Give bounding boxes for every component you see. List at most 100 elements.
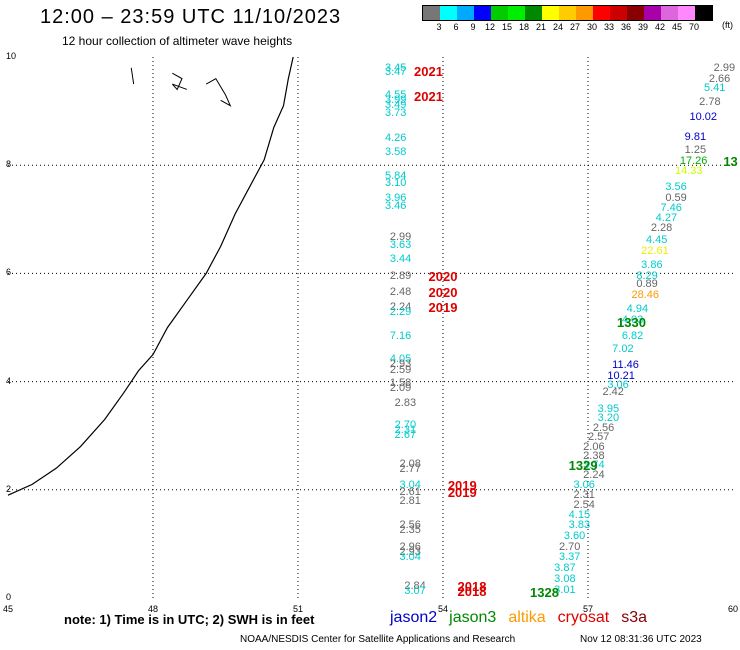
- legend-swatches: [422, 5, 713, 21]
- x-tick-label: 57: [582, 604, 594, 614]
- island-outline: [130, 67, 135, 85]
- legend-swatch: [423, 6, 440, 20]
- wave-height-label: 3.58: [385, 145, 407, 158]
- legend-swatch: [542, 6, 559, 20]
- wave-height-label: 3.74: [583, 459, 605, 472]
- legend-swatch: [457, 6, 474, 20]
- wave-height-label: 4.03: [621, 314, 644, 327]
- wave-height-label: 2.59: [389, 363, 412, 376]
- wave-height-label: 3.06: [573, 479, 595, 492]
- wave-height-label: 0.89: [636, 278, 658, 291]
- wave-height-label: 2.81: [399, 494, 421, 507]
- wave-height-label: 3.06: [607, 379, 629, 392]
- island-outline: [171, 72, 188, 91]
- wave-height-label: 2.99: [389, 230, 412, 243]
- wave-height-label: 8.29: [636, 270, 658, 283]
- x-tick-label: 48: [147, 604, 159, 614]
- wave-height-label: 3.73: [385, 106, 407, 119]
- wave-height-label: 2.67: [394, 428, 417, 441]
- wave-height-label: 14.33: [675, 164, 703, 177]
- legend-swatch: [508, 6, 525, 20]
- legend-swatch: [474, 6, 491, 20]
- wave-height-label: 4.26: [385, 132, 407, 145]
- legend-label: 24: [552, 22, 564, 32]
- legend-swatch: [593, 6, 610, 20]
- legend-label: 21: [535, 22, 547, 32]
- legend-label: 42: [654, 22, 666, 32]
- legend-label: 36: [620, 22, 632, 32]
- wave-height-label: 3.45: [385, 61, 407, 74]
- legend-label: 15: [501, 22, 513, 32]
- pass-number-label: 2018: [457, 578, 487, 594]
- legend-label: 18: [518, 22, 530, 32]
- wave-height-label: 3.87: [554, 562, 576, 575]
- wave-height-label: 10.21: [607, 370, 635, 383]
- wave-height-label: 2.29: [389, 306, 412, 319]
- wave-height-label: 3.49: [385, 98, 407, 111]
- wave-height-label: 3.63: [389, 238, 412, 251]
- pass-number-label: 1330: [617, 315, 646, 331]
- y-tick-label: 0: [6, 592, 12, 602]
- wave-height-label: 4.94: [626, 302, 649, 315]
- coastline: [7, 56, 294, 496]
- legend-swatch: [644, 6, 661, 20]
- color-legend: 3 6 9 12 15 18 21 24 27 30 33 36 39 42 45 70: [422, 5, 713, 33]
- wave-height-label: 2.93: [399, 546, 421, 558]
- page-subtitle: 12 hour collection of altimeter wave hei…: [62, 34, 293, 48]
- wave-height-label: 6.82: [621, 329, 644, 342]
- pass-number-label: 2020: [428, 269, 458, 285]
- wave-height-label: 2.70: [394, 418, 417, 431]
- wave-height-label: 2.56: [592, 421, 615, 434]
- wave-height-label: 3.07: [404, 584, 426, 597]
- legend-label: 3: [436, 22, 442, 32]
- legend-label: 6: [453, 22, 459, 32]
- y-tick-label: 6: [6, 267, 12, 278]
- wave-height-label: 2.78: [699, 95, 721, 108]
- wave-height-label: 3.04: [399, 551, 421, 564]
- pass-number-label: 13: [723, 153, 738, 169]
- wave-height-label: 2.31: [573, 489, 595, 502]
- legend-label: 27: [569, 22, 581, 32]
- pass-number-label: 2021: [414, 88, 443, 104]
- wave-height-label: 2.24: [389, 300, 412, 313]
- satellite-name: s3a: [621, 609, 648, 626]
- legend-swatch: [491, 6, 508, 20]
- legend-label: 9: [470, 22, 476, 32]
- wave-height-label: 4.45: [646, 233, 668, 246]
- wave-height-label: 1.25: [684, 144, 707, 157]
- wave-height-label: 2.89: [389, 270, 412, 283]
- wave-height-label: 3.04: [399, 479, 421, 492]
- wave-height-label: 2.54: [573, 498, 595, 511]
- timestamp-text: Nov 12 08:31:36 UTC 2023: [580, 634, 702, 645]
- legend-swatch: [576, 6, 593, 20]
- wave-height-label: 3.20: [597, 411, 620, 424]
- wave-height-label: 2.42: [602, 386, 624, 399]
- page-title: 12:00 – 23:59 UTC 11/10/2023: [40, 6, 342, 28]
- wave-height-label: 2.84: [404, 579, 426, 592]
- legend-label: 39: [637, 22, 649, 32]
- wave-height-label: 3.60: [563, 529, 586, 542]
- island-outline: [205, 77, 232, 107]
- wave-height-label: 2.28: [650, 222, 673, 235]
- wave-height-label: 10.02: [689, 110, 718, 123]
- wave-height-label: 2.31: [394, 424, 417, 437]
- wave-height-label: 4.05: [389, 352, 412, 365]
- pass-number-label: 2019: [447, 478, 477, 494]
- wave-height-label: 2.70: [559, 540, 581, 553]
- wave-height-label: 7.46: [660, 202, 682, 215]
- x-tick-label: 54: [437, 604, 449, 614]
- wave-height-label: 11.46: [612, 359, 639, 372]
- wave-height-label: 2.09: [389, 382, 412, 395]
- wave-height-label: 3.08: [554, 573, 576, 586]
- wave-height-label: 3.86: [641, 259, 663, 272]
- wave-height-label: 2.08: [399, 457, 421, 470]
- wave-height-label: 3.10: [385, 177, 407, 190]
- satellite-name: cryosat: [557, 609, 610, 626]
- wave-height-label: 3.37: [559, 551, 581, 564]
- wave-height-label: 22.61: [641, 244, 669, 257]
- wave-height-label: 3.01: [554, 583, 576, 596]
- pass-number-label: 2019: [447, 484, 477, 500]
- wave-height-label: 5.41: [704, 81, 726, 94]
- legend-swatch: [559, 6, 576, 20]
